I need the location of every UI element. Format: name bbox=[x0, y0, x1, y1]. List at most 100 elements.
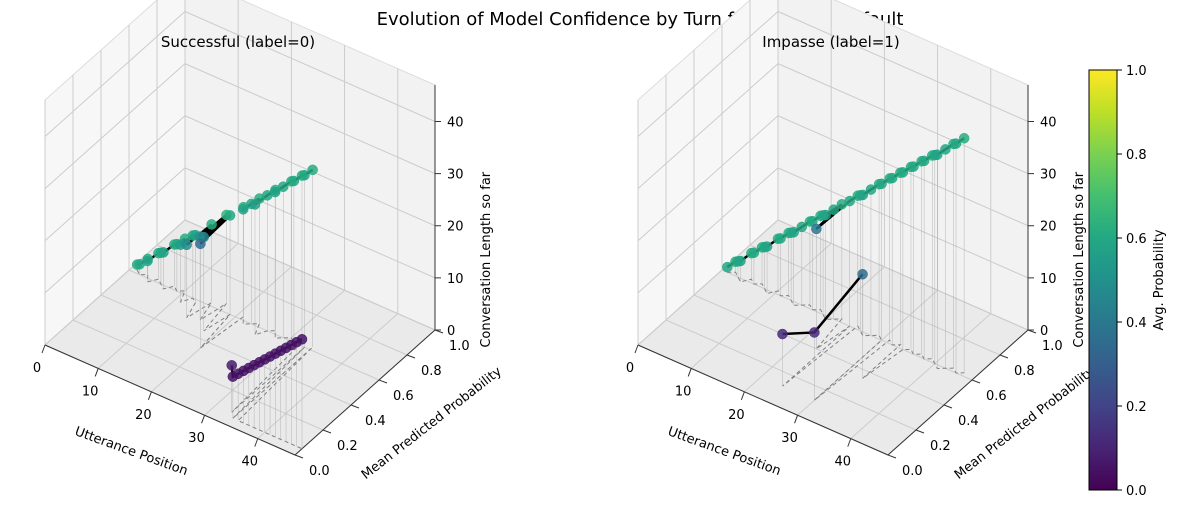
x-tick bbox=[201, 415, 206, 424]
y-tick bbox=[322, 429, 332, 434]
z-tick-label: 30 bbox=[1040, 168, 1057, 183]
colorbar-tick-label: 1.0 bbox=[1126, 64, 1147, 79]
x-tick-label: 10 bbox=[675, 384, 692, 399]
grid-line bbox=[44, 11, 186, 137]
plot-impasse: 0102030400.00.20.40.60.81.0010203040Utte… bbox=[626, 0, 1098, 483]
grid-line bbox=[690, 243, 832, 369]
data-point bbox=[958, 132, 970, 144]
y-tick-label: 1.0 bbox=[449, 339, 470, 354]
x-tick-label: 30 bbox=[188, 431, 205, 446]
y-tick bbox=[294, 454, 304, 459]
z-tick-label: 10 bbox=[1040, 272, 1057, 287]
grid-line bbox=[257, 313, 399, 439]
y-tick bbox=[350, 404, 360, 409]
z-axis-label: Conversation Length so far bbox=[479, 171, 494, 347]
z-tick-label: 30 bbox=[447, 168, 464, 183]
data-point bbox=[820, 209, 831, 221]
data-point bbox=[307, 164, 318, 176]
grid-line bbox=[665, 319, 917, 431]
data-point bbox=[226, 360, 237, 371]
colorbar-tick-label: 0.0 bbox=[1126, 484, 1147, 499]
data-point bbox=[761, 241, 773, 252]
z-tick-label: 0 bbox=[447, 324, 455, 339]
plot-title: Successful (label=0) bbox=[161, 33, 315, 51]
y-tick-label: 0.0 bbox=[309, 464, 330, 479]
grid-line bbox=[44, 63, 186, 189]
data-point bbox=[777, 328, 788, 340]
grid-line bbox=[693, 294, 945, 406]
data-point bbox=[844, 195, 855, 207]
grid-line bbox=[184, 63, 436, 175]
x-tick bbox=[847, 438, 852, 447]
colorbar-tick-label: 0.4 bbox=[1126, 316, 1147, 331]
grid-line bbox=[777, 63, 1029, 175]
y-tick bbox=[943, 404, 953, 409]
grid-line bbox=[184, 11, 436, 122]
x-axis-label: Utterance Position bbox=[73, 424, 190, 479]
data-point bbox=[237, 204, 249, 215]
grid-line bbox=[749, 244, 1001, 356]
data-point bbox=[296, 334, 308, 345]
x-tick bbox=[687, 368, 692, 377]
grid-line bbox=[156, 244, 408, 356]
z-tick-label: 40 bbox=[447, 115, 464, 130]
x-tick-label: 20 bbox=[135, 408, 152, 423]
grid-line bbox=[637, 115, 779, 242]
x-tick-label: 0 bbox=[626, 361, 634, 376]
grid-line bbox=[637, 219, 779, 346]
x-tick bbox=[634, 344, 639, 354]
data-point bbox=[876, 178, 887, 190]
y-tick bbox=[999, 354, 1009, 359]
z-tick-label: 10 bbox=[447, 272, 464, 287]
data-point bbox=[224, 210, 236, 221]
y-tick-label: 0.6 bbox=[986, 389, 1007, 404]
x-axis-line bbox=[637, 344, 889, 456]
z-tick-label: 0 bbox=[1040, 324, 1048, 339]
x-tick bbox=[254, 438, 259, 447]
x-tick bbox=[147, 391, 152, 400]
data-point bbox=[735, 255, 746, 267]
x-tick bbox=[41, 344, 46, 354]
y-tick-label: 0.2 bbox=[337, 439, 358, 454]
data-point bbox=[897, 167, 909, 178]
grid-line bbox=[777, 11, 1029, 122]
data-point bbox=[775, 233, 786, 244]
y-tick bbox=[378, 379, 388, 384]
y-axis-line bbox=[294, 329, 436, 456]
grid-line bbox=[44, 115, 186, 242]
x-axis-label: Utterance Position bbox=[666, 424, 783, 479]
colorbar: 0.0 0.2 0.4 0.6 0.8 1.0 Avg. Probability bbox=[1088, 64, 1167, 499]
grid-line bbox=[97, 243, 239, 369]
y-tick-label: 0.4 bbox=[365, 414, 386, 429]
data-point bbox=[288, 175, 300, 187]
y-tick-label: 0.0 bbox=[902, 464, 923, 479]
x-tick-label: 30 bbox=[781, 431, 798, 446]
y-tick bbox=[887, 454, 897, 459]
grid-line bbox=[151, 266, 292, 393]
grid-line bbox=[128, 269, 380, 381]
data-point bbox=[269, 186, 281, 198]
x-tick bbox=[94, 368, 99, 377]
colorbar-gradient bbox=[1088, 69, 1118, 491]
plot-title: Impasse (label=1) bbox=[762, 33, 899, 51]
x-tick bbox=[740, 391, 745, 400]
x-tick-label: 0 bbox=[33, 361, 41, 376]
y-tick bbox=[971, 379, 981, 384]
colorbar-tick-label: 0.2 bbox=[1126, 400, 1147, 415]
y-tick-label: 1.0 bbox=[1042, 339, 1063, 354]
x-tick-label: 40 bbox=[834, 455, 851, 470]
grid-line bbox=[184, 167, 436, 279]
data-point bbox=[809, 327, 820, 338]
data-point bbox=[142, 255, 153, 267]
data-point bbox=[918, 155, 930, 167]
x-tick-label: 40 bbox=[241, 455, 258, 470]
grid-line bbox=[72, 319, 324, 431]
y-tick-label: 0.8 bbox=[421, 364, 442, 379]
x-axis-line bbox=[44, 344, 296, 456]
grid-line bbox=[100, 294, 352, 406]
data-point bbox=[788, 227, 799, 238]
data-point bbox=[206, 219, 217, 230]
colorbar-tick-label: 0.6 bbox=[1126, 232, 1147, 247]
x-tick-label: 10 bbox=[82, 384, 99, 399]
